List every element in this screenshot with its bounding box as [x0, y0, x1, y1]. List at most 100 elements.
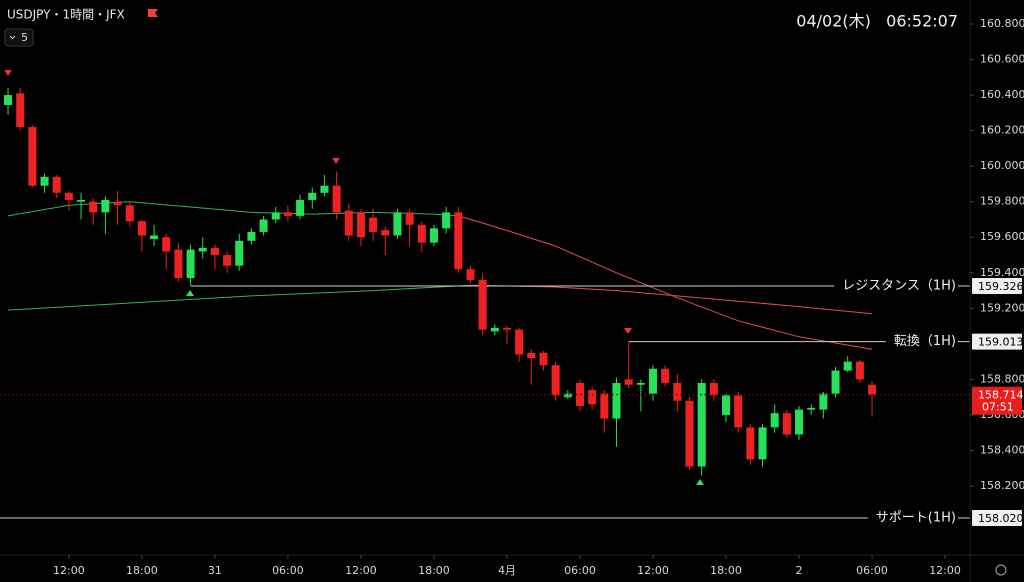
moving-average	[458, 215, 873, 350]
candle-body	[539, 352, 548, 366]
chevron-icon	[9, 35, 16, 40]
candle-body	[113, 201, 122, 206]
candle-body	[186, 249, 195, 279]
candle-body	[721, 395, 731, 415]
y-tick-label: 160.800	[980, 17, 1024, 30]
last-price-label: 158.714	[978, 389, 1024, 402]
candle-body	[600, 393, 609, 419]
signal-up	[186, 290, 194, 296]
candle-body	[40, 176, 49, 186]
y-tick-label: 160.400	[980, 88, 1024, 101]
candle-body	[478, 279, 487, 330]
y-tick-label: 160.000	[980, 159, 1024, 172]
level-label-bg	[834, 276, 958, 295]
candle-body	[296, 199, 305, 216]
candle-body	[746, 427, 755, 460]
plot-area	[0, 87, 970, 519]
candle-body	[308, 192, 317, 200]
candle-body	[125, 205, 134, 222]
x-tick-label: 12:00	[53, 564, 85, 577]
settings-icon[interactable]	[995, 564, 1007, 576]
candle-body	[807, 407, 816, 410]
level-tag-label: 158.020	[978, 512, 1024, 525]
candle-body	[283, 212, 292, 216]
moving-average	[7, 284, 471, 311]
y-tick-label: 158.400	[980, 444, 1024, 457]
candle-body	[563, 393, 572, 398]
level-label: レジスタンス（1H)	[842, 278, 956, 293]
signal-up	[696, 479, 704, 485]
candle-body	[831, 370, 840, 394]
candle-body	[454, 212, 463, 270]
candle-body	[782, 413, 791, 435]
level-tag	[972, 333, 1022, 350]
candle-body	[770, 413, 779, 428]
level-tag	[972, 510, 1022, 527]
candle-body	[271, 212, 280, 220]
moving-average	[7, 201, 459, 217]
candle-body	[64, 192, 73, 200]
signal-down	[4, 70, 12, 76]
level-label: 転換（1H)	[894, 334, 956, 349]
candle-body	[16, 93, 25, 128]
candle-body	[685, 400, 694, 467]
candle-body	[442, 212, 451, 229]
y-tick-label: 159.600	[980, 230, 1024, 243]
flag-icon[interactable]	[148, 9, 158, 17]
candle-body	[758, 427, 767, 460]
candle-body	[429, 228, 438, 243]
interval-badge[interactable]	[4, 28, 34, 47]
candle-body	[795, 409, 804, 435]
candle-body	[198, 247, 207, 252]
signal-down	[332, 158, 340, 164]
y-tick-label: 158.800	[980, 372, 1024, 385]
x-tick-label: 18:00	[710, 564, 742, 577]
moving-average	[470, 284, 873, 315]
candle-body	[223, 255, 232, 266]
candle-body	[4, 95, 13, 106]
candle-body	[393, 212, 402, 236]
candle-body	[612, 382, 621, 419]
candle-body	[502, 327, 511, 330]
candle-body	[344, 210, 353, 236]
x-tick-label: 12:00	[929, 564, 961, 577]
candle-body	[150, 235, 159, 240]
candle-body	[89, 201, 98, 213]
candle-body	[52, 176, 61, 193]
interval-label: 5	[21, 31, 28, 44]
x-tick-label: 2	[796, 564, 803, 577]
last-price-tag	[972, 386, 1022, 415]
candle-body	[843, 361, 852, 371]
countdown: 07:51	[982, 401, 1014, 414]
y-tick-label: 160.600	[980, 53, 1024, 66]
candle-body	[369, 217, 378, 232]
y-tick-label: 159.200	[980, 301, 1024, 314]
candle-body	[247, 231, 256, 241]
candle-body	[259, 219, 268, 232]
candle-body	[734, 395, 743, 428]
candle-body	[673, 382, 682, 401]
candle-body	[210, 247, 219, 256]
x-tick-label: 31	[208, 564, 222, 577]
candle-body	[819, 393, 828, 410]
level-label-bg	[867, 509, 958, 528]
timestamp: 04/02(木) 06:52:07	[796, 12, 958, 31]
candle-body	[709, 382, 718, 396]
candle-body	[77, 199, 86, 202]
price-axis: 158.200158.400158.600158.800159.200159.4…	[970, 17, 1024, 527]
signal-down	[624, 328, 632, 334]
candle-body	[174, 249, 183, 279]
x-tick-label: 12:00	[345, 564, 377, 577]
candle-body	[697, 382, 706, 467]
candle-body	[381, 230, 390, 236]
level-tag-label: 159.326	[978, 280, 1024, 293]
x-tick-label: 06:00	[856, 564, 888, 577]
candle-body	[868, 384, 877, 395]
candle-body	[515, 329, 524, 355]
chart-title: USDJPY・1時間・JFX	[7, 8, 125, 22]
candle-body	[332, 185, 341, 213]
candle-body	[855, 361, 864, 380]
candle-body	[648, 368, 658, 394]
candle-body	[624, 379, 633, 385]
